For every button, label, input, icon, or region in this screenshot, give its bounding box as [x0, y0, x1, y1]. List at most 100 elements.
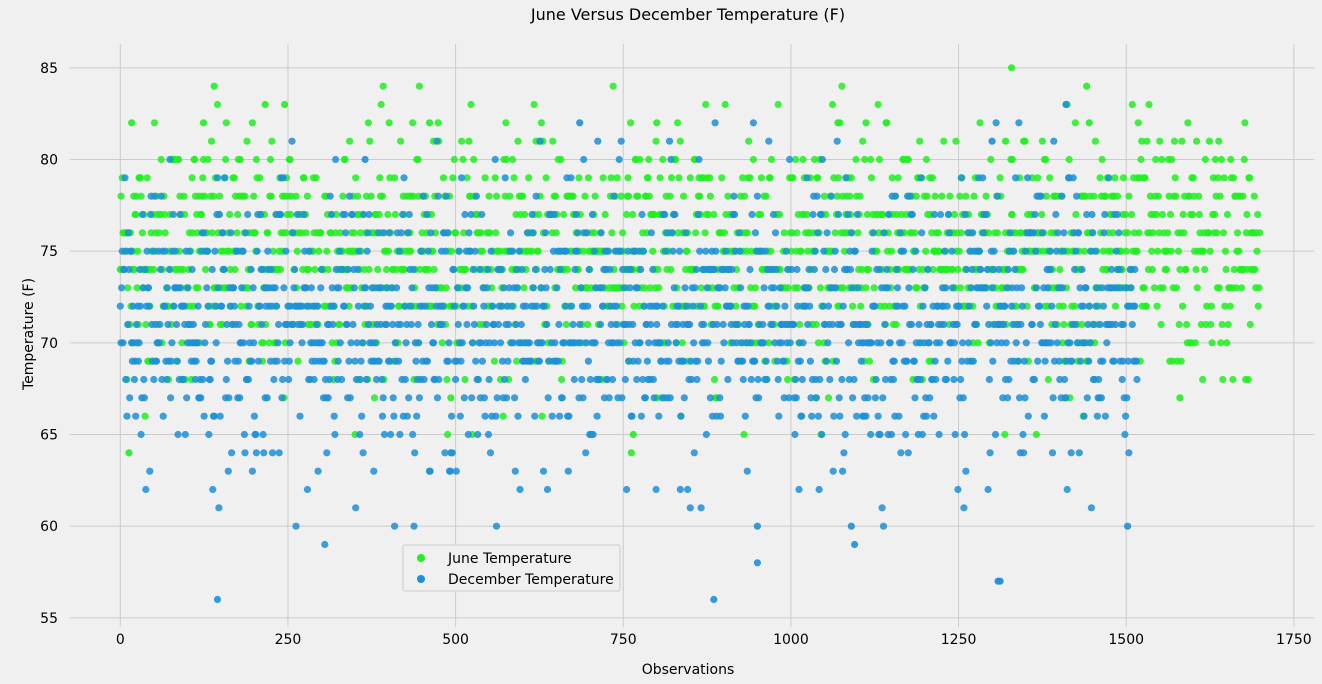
- data-point: [674, 302, 682, 310]
- data-point: [491, 155, 499, 164]
- data-point: [370, 394, 379, 402]
- data-point: [730, 192, 738, 200]
- data-point: [128, 119, 136, 127]
- data-point: [605, 394, 613, 402]
- data-point: [234, 357, 242, 365]
- data-point: [233, 229, 241, 237]
- data-point: [923, 192, 931, 200]
- data-point: [989, 265, 998, 274]
- data-point: [441, 247, 450, 255]
- data-point: [1184, 119, 1192, 127]
- data-point: [883, 284, 892, 292]
- data-point: [271, 284, 279, 292]
- data-point: [1166, 210, 1175, 219]
- data-point: [985, 375, 994, 384]
- data-point: [578, 375, 586, 384]
- data-point: [637, 412, 646, 420]
- data-point: [203, 247, 212, 255]
- data-point: [538, 339, 546, 347]
- data-point: [791, 430, 799, 439]
- data-point: [1068, 357, 1076, 365]
- data-point: [916, 137, 924, 145]
- data-point: [1172, 284, 1181, 292]
- data-point: [731, 210, 739, 219]
- data-point: [878, 504, 886, 512]
- data-point: [1085, 119, 1093, 127]
- data-point: [987, 339, 995, 347]
- data-point: [959, 339, 967, 347]
- data-point: [323, 449, 331, 457]
- data-point: [458, 339, 466, 347]
- data-point: [180, 192, 188, 200]
- data-point: [465, 137, 473, 145]
- data-point: [762, 357, 770, 365]
- legend-box: [402, 544, 621, 592]
- data-point: [797, 247, 805, 255]
- data-point: [911, 394, 919, 402]
- data-point: [1059, 302, 1067, 310]
- data-point: [807, 394, 815, 402]
- data-point: [546, 265, 554, 274]
- data-point: [423, 210, 431, 219]
- data-point: [305, 265, 313, 274]
- data-point: [465, 229, 473, 237]
- data-point: [491, 174, 499, 182]
- data-point: [940, 247, 949, 255]
- data-point: [979, 174, 987, 182]
- data-point: [903, 357, 911, 365]
- data-point: [442, 192, 450, 200]
- data-point: [520, 284, 528, 292]
- data-point: [1201, 265, 1209, 274]
- data-point: [502, 119, 510, 127]
- data-point: [541, 229, 550, 237]
- data-point: [696, 247, 704, 255]
- data-point: [824, 394, 833, 402]
- data-point: [342, 229, 350, 237]
- data-point: [784, 375, 792, 384]
- data-point: [486, 449, 495, 457]
- data-point: [1199, 375, 1207, 384]
- data-point: [1038, 210, 1046, 219]
- data-point: [1028, 320, 1036, 329]
- data-point: [805, 265, 813, 274]
- data-point: [1229, 174, 1238, 182]
- data-point: [1121, 430, 1129, 439]
- data-point: [1048, 302, 1056, 310]
- data-point: [822, 265, 830, 274]
- data-point: [747, 339, 755, 347]
- data-point: [248, 357, 256, 365]
- data-point: [639, 247, 648, 255]
- data-point: [324, 394, 332, 402]
- data-point: [189, 320, 197, 329]
- data-point: [233, 247, 241, 255]
- data-point: [715, 284, 723, 292]
- data-point: [1103, 339, 1111, 347]
- data-point: [517, 320, 525, 329]
- data-point: [569, 192, 577, 200]
- data-point: [1082, 284, 1090, 292]
- data-point: [629, 210, 637, 219]
- data-point: [919, 302, 927, 310]
- data-point: [164, 320, 172, 329]
- data-point: [1222, 265, 1230, 274]
- data-point: [534, 247, 542, 255]
- data-point: [248, 320, 256, 329]
- data-point: [484, 265, 492, 274]
- data-point: [132, 412, 140, 420]
- data-point: [457, 357, 465, 365]
- data-point: [161, 247, 169, 255]
- data-point: [990, 247, 998, 255]
- data-point: [1125, 449, 1133, 457]
- data-point: [976, 119, 984, 127]
- data-point: [313, 302, 322, 310]
- data-point: [870, 284, 878, 292]
- data-point: [1110, 357, 1118, 365]
- data-point: [1170, 137, 1179, 145]
- data-point: [619, 229, 627, 237]
- data-point: [197, 394, 205, 402]
- data-point: [586, 375, 595, 384]
- data-point: [483, 284, 491, 292]
- data-point: [1078, 320, 1086, 329]
- data-point: [1024, 412, 1032, 420]
- data-point: [452, 467, 460, 475]
